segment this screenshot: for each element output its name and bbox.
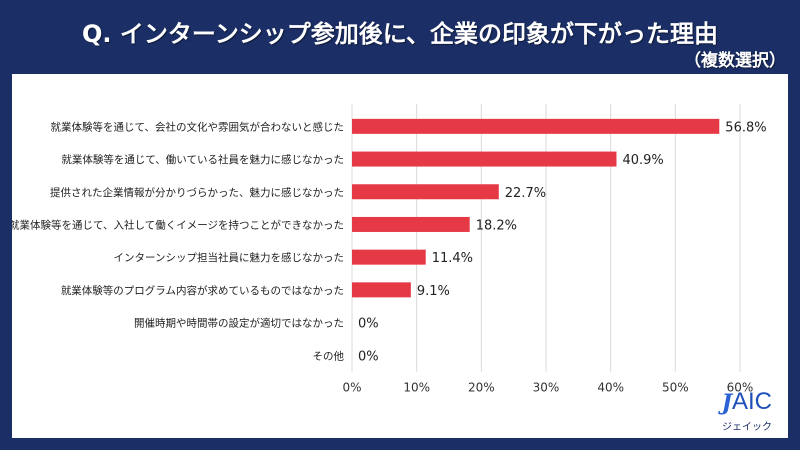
value-label: 18.2% (476, 218, 517, 233)
logo-text: AIC (731, 388, 772, 415)
value-label: 0% (358, 317, 379, 332)
category-label: 就業体験等を通じて、入社して働くイメージを持つことができなかった (12, 218, 344, 231)
bar (352, 184, 499, 200)
x-tick-label: 0% (342, 381, 361, 395)
chart-title: Q. インターンシップ参加後に、企業の印象が下がった理由 (82, 20, 718, 48)
gridlines (351, 104, 741, 372)
category-label: その他 (313, 349, 345, 362)
value-label: 9.1% (417, 284, 450, 299)
value-label: 22.7% (505, 186, 546, 201)
x-tick-label: 60% (727, 381, 754, 395)
bar (352, 118, 720, 134)
jaic-logo: J AIC ジェイック (704, 388, 774, 434)
bar (352, 249, 426, 265)
logo-mark: J (721, 390, 732, 416)
category-labels: 就業体験等を通じて、会社の文化や雰囲気が合わないと感じた就業体験等を通じて、働い… (12, 120, 344, 362)
x-tick-label: 10% (403, 381, 430, 395)
bar (352, 216, 470, 232)
bar (352, 151, 617, 167)
value-label: 0% (358, 349, 379, 364)
chart-subtitle: （複数選択） (684, 51, 786, 71)
value-label: 40.9% (622, 153, 663, 168)
bar (352, 282, 411, 298)
chart-panel: 就業体験等を通じて、会社の文化や雰囲気が合わないと感じた就業体験等を通じて、働い… (12, 74, 788, 438)
category-label: 提供された企業情報が分かりづらかった、魅力に感じなかった (50, 186, 344, 199)
x-tick-label: 30% (533, 381, 560, 395)
category-label: 就業体験等のプログラム内容が求めているものではなかった (61, 284, 344, 297)
x-tick-label: 50% (662, 381, 689, 395)
bar-chart: 就業体験等を通じて、会社の文化や雰囲気が合わないと感じた就業体験等を通じて、働い… (12, 104, 767, 395)
category-label: 開催時期や時間帯の設定が適切ではなかった (134, 317, 344, 330)
bars (352, 118, 720, 298)
category-label: 就業体験等を通じて、働いている社員を魅力に感じなかった (61, 153, 344, 166)
category-label: インターンシップ担当社員に魅力を感じなかった (114, 251, 344, 264)
value-label: 56.8% (725, 120, 766, 135)
value-label: 11.4% (432, 251, 473, 266)
x-tick-label: 40% (597, 381, 624, 395)
category-label: 就業体験等を通じて、会社の文化や雰囲気が合わないと感じた (51, 120, 344, 133)
value-labels: 56.8% 40.9% 22.7% 18.2% 11.4% 9.1% 0% 0% (358, 120, 767, 364)
x-axis-ticks: 0% 10% 20% 30% 40% 50% 60% (342, 381, 753, 395)
x-tick-label: 20% (468, 381, 495, 395)
logo-kana: ジェイック (722, 422, 772, 433)
